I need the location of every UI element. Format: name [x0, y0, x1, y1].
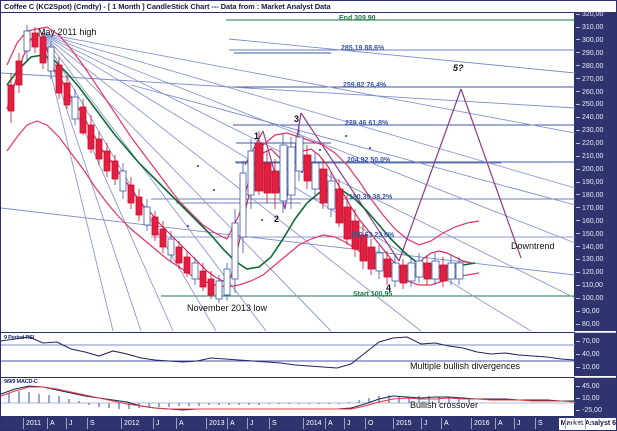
annotation-multiple-bullish-divergences: Multiple bullish divergences [410, 361, 521, 371]
price-axis-tick: 80,00 [575, 320, 616, 330]
date-axis-tick: 2017 [565, 418, 584, 429]
date-axis-tick: A [585, 418, 593, 429]
fib-label-382: 180,39 38,2% [349, 194, 393, 201]
macd-caption: 9/9/9 MACD-C [4, 379, 38, 385]
price-axis-tick: 120,00 [575, 268, 616, 278]
date-axis-tick: S [87, 418, 95, 429]
price-axis-tick: 180,00 [575, 191, 616, 201]
price-axis-tick: 110,00 [575, 281, 616, 291]
macd-plot [1, 385, 576, 411]
date-axis-tick: 2012 [121, 418, 140, 429]
wave-label-2: 2 [274, 214, 280, 224]
fib-label-618: 229,46 61,8% [345, 120, 389, 127]
date-axis-tick: A [325, 418, 333, 429]
date-axis[interactable]: Market Analyst 6 2011 A J S 2012 J A 2013 A J S 201… [1, 416, 616, 430]
price-axis-tick: 160,00 [575, 217, 616, 227]
macd-axis-tick: -25,00 [575, 406, 616, 416]
price-panel[interactable]: End 309,90 285,19 88,6% 259,82 76,4% 229… [1, 13, 576, 332]
macd-line [1, 385, 575, 411]
date-axis-tick: A [441, 418, 449, 429]
wave-label-3: 3 [294, 114, 300, 124]
price-axis-tick: 200,00 [575, 165, 616, 175]
date-axis-tick: A [495, 418, 503, 429]
date-axis-tick: J [153, 418, 160, 429]
fib-label-start: Start 100,95 [353, 291, 393, 298]
macd-axis[interactable]: 45,00 10,00 -25,00 [575, 377, 616, 416]
fib-label-886: 285,19 88,6% [341, 45, 385, 52]
scatter-dots [187, 135, 371, 227]
macd-axis-tick: 10,00 [575, 394, 616, 404]
rsi-axis[interactable]: 70,00 40,00 10,00 [575, 332, 616, 376]
price-axis-tick: 290,00 [575, 49, 616, 59]
date-axis-tick: A [47, 418, 55, 429]
bollinger-upper [6, 26, 480, 246]
moving-average [6, 54, 476, 270]
wave-label-4: 4 [386, 283, 392, 293]
macd-axis-tick: 45,00 [575, 382, 616, 392]
rsi-axis-tick: 40,00 [575, 350, 616, 360]
price-axis[interactable]: 320,00 310,00 300,00 290,00 280,00 270,00 260,… [575, 10, 616, 331]
date-axis-tick: 2014 [303, 418, 322, 429]
annotation-november-2013-low: November 2013 low [187, 303, 268, 313]
price-axis-tick: 230,00 [575, 126, 616, 136]
price-axis-tick: 130,00 [575, 255, 616, 265]
price-axis-tick: 190,00 [575, 178, 616, 188]
rsi-plot [1, 336, 576, 369]
price-axis-tick: 140,00 [575, 243, 616, 253]
price-axis-tick: 320,00 [575, 10, 616, 20]
date-axis-tick: A [227, 418, 235, 429]
annotation-downtrend: Downtrend [511, 241, 555, 251]
price-axis-tick: 260,00 [575, 88, 616, 98]
date-axis-tick: S [269, 418, 277, 429]
date-axis-tick: 2015 [393, 418, 412, 429]
price-axis-tick: 150,00 [575, 230, 616, 240]
price-plot [1, 19, 576, 332]
fib-label-end: End 309,90 [339, 15, 376, 22]
rsi-panel[interactable]: 9 Period RSI Multiple bullish divergence… [1, 332, 576, 376]
descending-channel [1, 38, 576, 276]
date-axis-tick: 2011 [23, 418, 41, 429]
rsi-axis-tick: 10,00 [575, 363, 616, 373]
macd-panel[interactable]: 9/9/9 MACD-C Bullish crossover [1, 377, 576, 416]
wave-label-5-projected: 5? [453, 63, 464, 73]
date-axis-tick: 2016 [471, 418, 490, 429]
date-axis-tick: J [344, 418, 351, 429]
price-axis-tick: 220,00 [575, 139, 616, 149]
wave-label-1: 1 [254, 131, 260, 141]
fib-label-764: 259,82 76,4% [343, 82, 387, 89]
chart-title: Coffee C (KC2Spot) (Cmdty) - [ 1 Month ]… [1, 1, 616, 13]
watermark-label: Market Analyst 6 [558, 418, 616, 430]
annotation-bullish-crossover: Bullish crossover [410, 400, 479, 410]
date-axis-tick: 2013 [206, 418, 225, 429]
date-axis-tick: A [176, 418, 184, 429]
price-axis-tick: 170,00 [575, 204, 616, 214]
price-axis-tick: 90,00 [575, 307, 616, 317]
date-axis-tick: J [247, 418, 254, 429]
price-axis-tick: 310,00 [575, 23, 616, 33]
date-axis-tick: J [66, 418, 73, 429]
price-axis-tick: 270,00 [575, 75, 616, 85]
rsi-caption: 9 Period RSI [4, 335, 34, 341]
price-axis-tick: 240,00 [575, 113, 616, 123]
price-axis-tick: 100,00 [575, 294, 616, 304]
macd-signal-line [1, 386, 576, 410]
date-axis-tick: O [365, 418, 373, 429]
fib-label-500: 204,92 50,0% [347, 157, 391, 164]
fib-label-236: 150,63 23,6% [351, 232, 395, 239]
price-axis-tick: 210,00 [575, 152, 616, 162]
price-axis-tick: 250,00 [575, 100, 616, 110]
date-axis-tick: S [535, 418, 543, 429]
price-axis-tick: 280,00 [575, 62, 616, 72]
price-axis-tick: 300,00 [575, 36, 616, 46]
date-axis-tick: J [514, 418, 521, 429]
candlestick-series [7, 25, 464, 303]
annotation-may-2011-high: May 2011 high [38, 27, 97, 37]
rsi-axis-tick: 70,00 [575, 337, 616, 347]
date-axis-tick: J [421, 418, 428, 429]
